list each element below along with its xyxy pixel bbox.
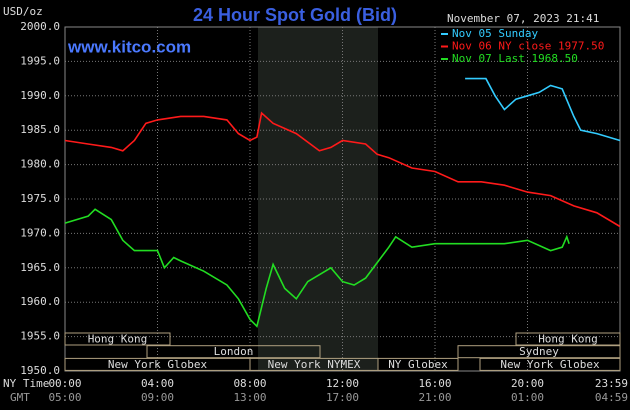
plot-border (64, 26, 621, 372)
y-tick-label: 1980.0 (20, 158, 60, 171)
session-bar (377, 357, 459, 371)
x2-tick-label: 04:59 (595, 391, 628, 404)
timestamp: November 07, 2023 21:41 (447, 12, 599, 25)
y-axis-label: USD/oz (3, 5, 43, 18)
y-tick-label: 1960.0 (20, 295, 60, 308)
session-label: NY Globex (388, 358, 448, 371)
session-bar (457, 345, 621, 359)
x-axis-label: NY Time (3, 377, 49, 390)
x-tick-label: 08:00 (233, 377, 266, 390)
session-label: London (214, 345, 254, 358)
session-label: Hong Kong (538, 333, 598, 346)
y-tick-label: 1985.0 (20, 123, 60, 136)
legend-entry: Nov 06 NY close 1977.50 (452, 40, 604, 53)
x-tick-label: 04:00 (141, 377, 174, 390)
chart-title: 24 Hour Spot Gold (Bid) (193, 5, 397, 25)
x-tick-label: 12:00 (326, 377, 359, 390)
y-tick-label: 1965.0 (20, 261, 60, 274)
session-bar (479, 357, 621, 371)
x2-axis-label: GMT (10, 391, 30, 404)
session-label: New York Globex (500, 358, 600, 371)
price-line (64, 111, 621, 228)
x-tick-label: 16:00 (418, 377, 451, 390)
session-bar (64, 332, 171, 346)
x2-tick-label: 21:00 (418, 391, 451, 404)
site-label: www.kitco.com (67, 37, 191, 56)
y-tick-label: 1995.0 (20, 54, 60, 67)
x-tick-label: 00:00 (48, 377, 81, 390)
session-bar (515, 332, 621, 346)
y-tick-label: 2000.0 (20, 20, 60, 33)
legend-entry: Nov 05 Sunday (452, 27, 538, 40)
session-bar (146, 345, 321, 359)
session-label: Sydney (519, 345, 559, 358)
session-label: Hong Kong (88, 333, 148, 346)
x2-tick-label: 09:00 (141, 391, 174, 404)
x2-tick-label: 17:00 (326, 391, 359, 404)
y-tick-label: 1955.0 (20, 330, 60, 343)
price-line (64, 208, 570, 328)
price-line (465, 77, 621, 142)
x-tick-label: 20:00 (511, 377, 544, 390)
y-tick-label: 1970.0 (20, 226, 60, 239)
y-tick-label: 1990.0 (20, 89, 60, 102)
y-tick-label: 1975.0 (20, 192, 60, 205)
session-label: New York Globex (108, 358, 208, 371)
session-label: New York NYMEX (268, 358, 361, 371)
x2-tick-label: 13:00 (233, 391, 266, 404)
x2-tick-label: 01:00 (511, 391, 544, 404)
legend-entry: Nov 07 Last 1968.50 (452, 52, 578, 65)
y-tick-label: 1950.0 (20, 364, 60, 377)
x-tick-label: 23:59 (595, 377, 628, 390)
x2-tick-label: 05:00 (48, 391, 81, 404)
